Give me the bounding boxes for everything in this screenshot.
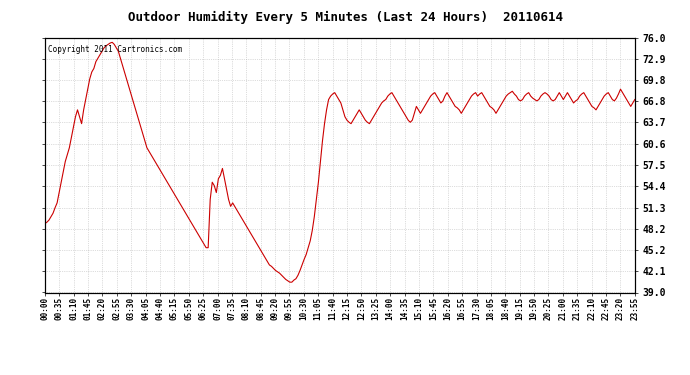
Text: Outdoor Humidity Every 5 Minutes (Last 24 Hours)  20110614: Outdoor Humidity Every 5 Minutes (Last 2… bbox=[128, 11, 562, 24]
Text: Copyright 2011 Cartronics.com: Copyright 2011 Cartronics.com bbox=[48, 45, 182, 54]
